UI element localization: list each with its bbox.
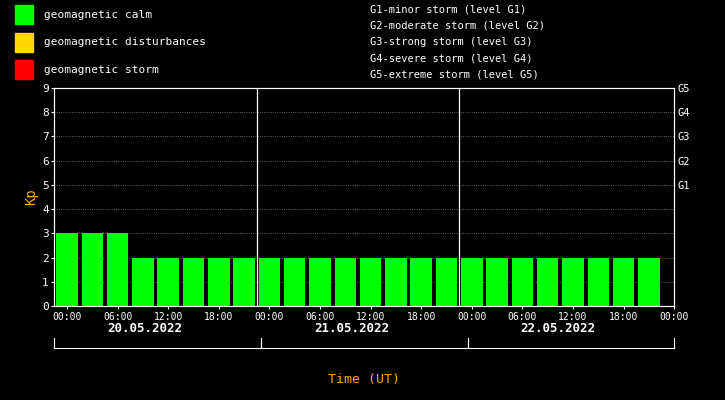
Bar — [233, 258, 255, 306]
Bar — [57, 233, 78, 306]
Text: geomagnetic calm: geomagnetic calm — [44, 10, 152, 20]
Bar — [334, 258, 356, 306]
Bar — [638, 258, 660, 306]
Bar — [208, 258, 230, 306]
Bar — [157, 258, 179, 306]
Bar — [14, 33, 33, 52]
Text: Time (UT): Time (UT) — [328, 373, 400, 386]
Bar — [512, 258, 533, 306]
Bar — [284, 258, 305, 306]
Text: geomagnetic disturbances: geomagnetic disturbances — [44, 37, 205, 47]
Bar — [537, 258, 558, 306]
Text: G5-extreme storm (level G5): G5-extreme storm (level G5) — [370, 70, 539, 80]
Text: G3-strong storm (level G3): G3-strong storm (level G3) — [370, 37, 532, 47]
Bar — [436, 258, 457, 306]
Text: 20.05.2022: 20.05.2022 — [107, 322, 182, 335]
Bar — [14, 5, 33, 24]
Bar — [385, 258, 407, 306]
Bar — [587, 258, 609, 306]
Bar — [14, 60, 33, 79]
Bar — [82, 233, 103, 306]
Text: G4-severe storm (level G4): G4-severe storm (level G4) — [370, 53, 532, 63]
Bar — [132, 258, 154, 306]
Bar — [183, 258, 204, 306]
Text: G2-moderate storm (level G2): G2-moderate storm (level G2) — [370, 21, 544, 31]
Bar — [107, 233, 128, 306]
Y-axis label: Kp: Kp — [24, 189, 38, 205]
Bar — [259, 258, 280, 306]
Bar — [461, 258, 483, 306]
Bar — [613, 258, 634, 306]
Bar — [563, 258, 584, 306]
Text: geomagnetic storm: geomagnetic storm — [44, 65, 158, 75]
Text: 21.05.2022: 21.05.2022 — [314, 322, 389, 335]
Text: G1-minor storm (level G1): G1-minor storm (level G1) — [370, 4, 526, 14]
Bar — [410, 258, 432, 306]
Text: 22.05.2022: 22.05.2022 — [521, 322, 595, 335]
Bar — [310, 258, 331, 306]
Bar — [360, 258, 381, 306]
Bar — [486, 258, 508, 306]
